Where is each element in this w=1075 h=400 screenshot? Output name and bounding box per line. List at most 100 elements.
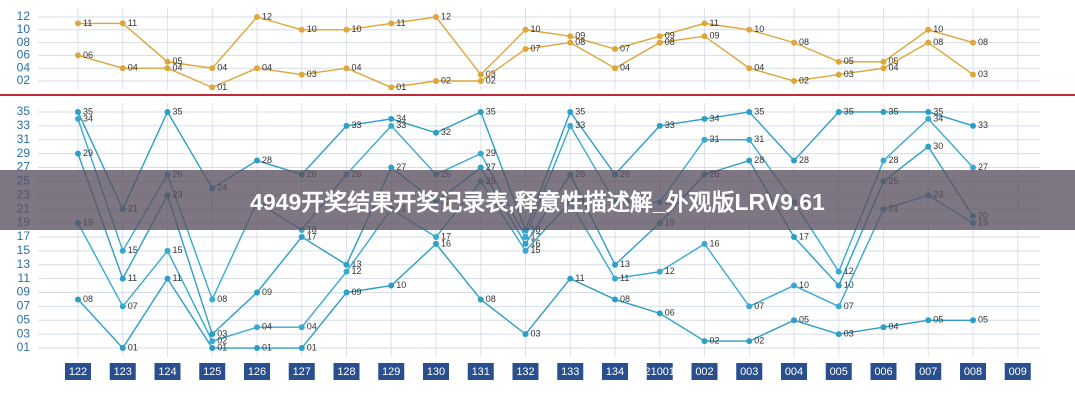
x-tick-label: 002 xyxy=(695,366,713,378)
y-tick-label: 08 xyxy=(17,35,31,49)
point xyxy=(164,108,171,115)
value-label: 11 xyxy=(128,18,137,28)
point xyxy=(388,20,395,27)
point xyxy=(209,338,216,345)
x-tick-box xyxy=(512,363,539,380)
value-label: 04 xyxy=(262,63,272,73)
value-label: 31 xyxy=(710,134,720,144)
value-label: 01 xyxy=(307,342,317,352)
value-label: 33 xyxy=(575,120,585,130)
value-label: 12 xyxy=(665,266,675,276)
value-label: 04 xyxy=(217,63,227,73)
point xyxy=(522,331,529,338)
banner: 4949开奖结果开奖记录表,释意性描述解_外观版LRV9.61 xyxy=(0,170,1075,230)
value-label: 29 xyxy=(83,148,93,158)
value-label: 16 xyxy=(441,238,451,248)
y-tick-label: 07 xyxy=(17,299,31,313)
value-label: 05 xyxy=(799,315,809,325)
y-tick-label: 17 xyxy=(17,229,31,243)
y-tick-label: 31 xyxy=(17,132,31,146)
point xyxy=(522,240,529,247)
x-tick-box xyxy=(288,363,315,380)
point xyxy=(298,324,305,331)
point xyxy=(656,268,663,275)
point xyxy=(477,150,484,157)
point xyxy=(209,345,216,352)
value-label: 01 xyxy=(217,82,227,92)
value-label: 15 xyxy=(173,245,183,255)
x-tick-box xyxy=(870,363,897,380)
y-tick-label: 03 xyxy=(17,326,31,340)
value-label: 28 xyxy=(889,155,899,165)
value-label: 08 xyxy=(799,37,809,47)
value-label: 08 xyxy=(217,294,227,304)
value-label: 04 xyxy=(620,63,630,73)
point xyxy=(298,345,305,352)
x-tick-box xyxy=(557,363,584,380)
point xyxy=(835,58,842,65)
point xyxy=(343,261,350,268)
y-tick-label: 05 xyxy=(17,312,31,326)
y-tick-label: 15 xyxy=(17,243,31,257)
point xyxy=(925,108,932,115)
value-label: 35 xyxy=(844,106,854,116)
point xyxy=(388,84,395,91)
x-tick-label: 132 xyxy=(516,366,534,378)
point xyxy=(835,268,842,275)
point xyxy=(970,317,976,324)
point xyxy=(298,233,305,240)
value-label: 15 xyxy=(531,245,541,255)
x-tick-box xyxy=(691,363,718,380)
point xyxy=(477,164,484,171)
x-tick-label: 008 xyxy=(964,366,982,378)
point xyxy=(254,345,260,352)
value-label: 16 xyxy=(710,238,720,248)
x-tick-label: 006 xyxy=(874,366,892,378)
value-label: 02 xyxy=(441,75,451,85)
point xyxy=(791,317,797,324)
x-tick-label: 003 xyxy=(740,366,758,378)
value-label: 09 xyxy=(575,31,585,41)
value-label: 15 xyxy=(128,245,138,255)
value-label: 33 xyxy=(396,120,406,130)
point xyxy=(791,78,797,84)
point xyxy=(164,65,171,72)
point xyxy=(343,65,350,72)
value-label: 05 xyxy=(933,315,943,325)
x-tick-box xyxy=(960,363,986,380)
point xyxy=(612,261,618,268)
point xyxy=(298,71,305,78)
value-label: 12 xyxy=(441,11,451,21)
point xyxy=(388,122,395,129)
y-tick-label: 29 xyxy=(17,146,31,160)
point xyxy=(567,39,574,46)
value-label: 12 xyxy=(262,11,272,21)
point xyxy=(254,65,260,72)
value-label: 07 xyxy=(531,43,541,53)
y-tick-label: 13 xyxy=(17,257,31,271)
point xyxy=(612,275,618,282)
point xyxy=(209,84,216,91)
point xyxy=(791,39,797,46)
x-tick-label: 131 xyxy=(472,366,490,378)
x-tick-label: 009 xyxy=(1009,366,1027,378)
point xyxy=(433,14,439,20)
value-label: 17 xyxy=(441,231,451,241)
point xyxy=(656,122,663,129)
x-tick-box xyxy=(244,363,270,380)
value-label: 12 xyxy=(844,266,854,276)
point xyxy=(567,275,574,282)
point xyxy=(746,26,753,33)
value-label: 08 xyxy=(933,37,943,47)
point xyxy=(75,150,81,157)
point xyxy=(75,296,81,303)
value-label: 10 xyxy=(307,24,317,34)
point xyxy=(254,14,260,20)
value-label: 04 xyxy=(128,63,138,73)
value-label: 08 xyxy=(575,37,585,47)
value-label: 11 xyxy=(620,273,629,283)
point xyxy=(701,240,708,247)
value-label: 11 xyxy=(173,273,182,283)
point xyxy=(522,247,529,254)
x-tick-label: 130 xyxy=(427,366,445,378)
